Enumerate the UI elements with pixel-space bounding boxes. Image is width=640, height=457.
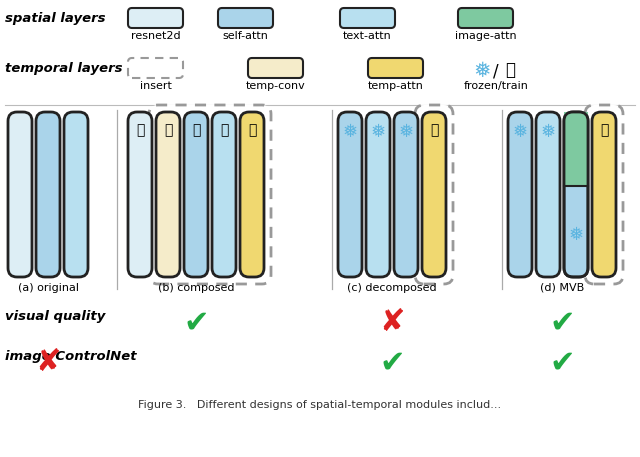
Text: image-attn: image-attn [454,31,516,41]
FancyBboxPatch shape [415,105,453,284]
Text: image ControlNet: image ControlNet [5,350,136,363]
Text: resnet2d: resnet2d [131,31,180,41]
Text: ✔: ✔ [380,348,404,377]
Text: (c) decomposed: (c) decomposed [347,283,437,293]
Text: ❅: ❅ [371,123,385,141]
FancyBboxPatch shape [212,112,236,277]
Text: (b) composed: (b) composed [157,283,234,293]
FancyBboxPatch shape [585,105,623,284]
Text: ✘: ✘ [380,308,404,337]
FancyBboxPatch shape [184,112,208,277]
FancyBboxPatch shape [592,112,616,277]
FancyBboxPatch shape [366,112,390,277]
Text: /: / [493,63,499,81]
Text: Figure 3.   Different designs of spatial-temporal modules includ...: Figure 3. Different designs of spatial-t… [138,400,502,410]
Text: 🔥: 🔥 [430,123,438,137]
FancyBboxPatch shape [536,112,560,277]
FancyBboxPatch shape [128,8,183,28]
Text: ✔: ✔ [549,348,575,377]
Text: visual quality: visual quality [5,310,106,323]
Text: temp-conv: temp-conv [246,81,305,91]
Text: 🔥: 🔥 [600,123,608,137]
Text: ❅: ❅ [342,123,358,141]
Text: 🔥: 🔥 [164,123,172,137]
FancyBboxPatch shape [149,105,271,284]
FancyBboxPatch shape [422,112,446,277]
Text: 🔥: 🔥 [505,61,515,79]
Text: ❅: ❅ [399,123,413,141]
Text: frozen/train: frozen/train [463,81,529,91]
Bar [564,112,588,186]
FancyBboxPatch shape [340,8,395,28]
Text: (d) MVB: (d) MVB [540,283,584,293]
Text: temporal layers: temporal layers [5,62,122,75]
Text: spatial layers: spatial layers [5,12,106,25]
FancyBboxPatch shape [248,58,303,78]
FancyBboxPatch shape [338,112,362,277]
FancyBboxPatch shape [240,112,264,277]
FancyBboxPatch shape [564,112,588,186]
FancyBboxPatch shape [508,112,532,277]
FancyBboxPatch shape [36,112,60,277]
Text: ❅: ❅ [473,61,491,81]
FancyBboxPatch shape [8,112,32,277]
Text: 🔥: 🔥 [220,123,228,137]
Text: insert: insert [140,81,172,91]
FancyBboxPatch shape [394,112,418,277]
Text: ❅: ❅ [540,123,556,141]
FancyBboxPatch shape [156,112,180,277]
Text: ✘: ✘ [35,348,61,377]
FancyBboxPatch shape [218,8,273,28]
FancyBboxPatch shape [128,58,183,78]
Text: 🔥: 🔥 [136,123,144,137]
Text: temp-attn: temp-attn [367,81,424,91]
FancyBboxPatch shape [564,112,588,277]
Text: ✔: ✔ [183,308,209,337]
Text: ❅: ❅ [568,227,584,244]
FancyBboxPatch shape [368,58,423,78]
FancyBboxPatch shape [128,112,152,277]
Text: 🔥: 🔥 [192,123,200,137]
Text: ❅: ❅ [513,123,527,141]
FancyBboxPatch shape [64,112,88,277]
Text: text-attn: text-attn [343,31,392,41]
Text: ✔: ✔ [549,308,575,337]
Text: self-attn: self-attn [223,31,268,41]
Text: 🔥: 🔥 [248,123,256,137]
Text: (a) original: (a) original [17,283,79,293]
FancyBboxPatch shape [458,8,513,28]
